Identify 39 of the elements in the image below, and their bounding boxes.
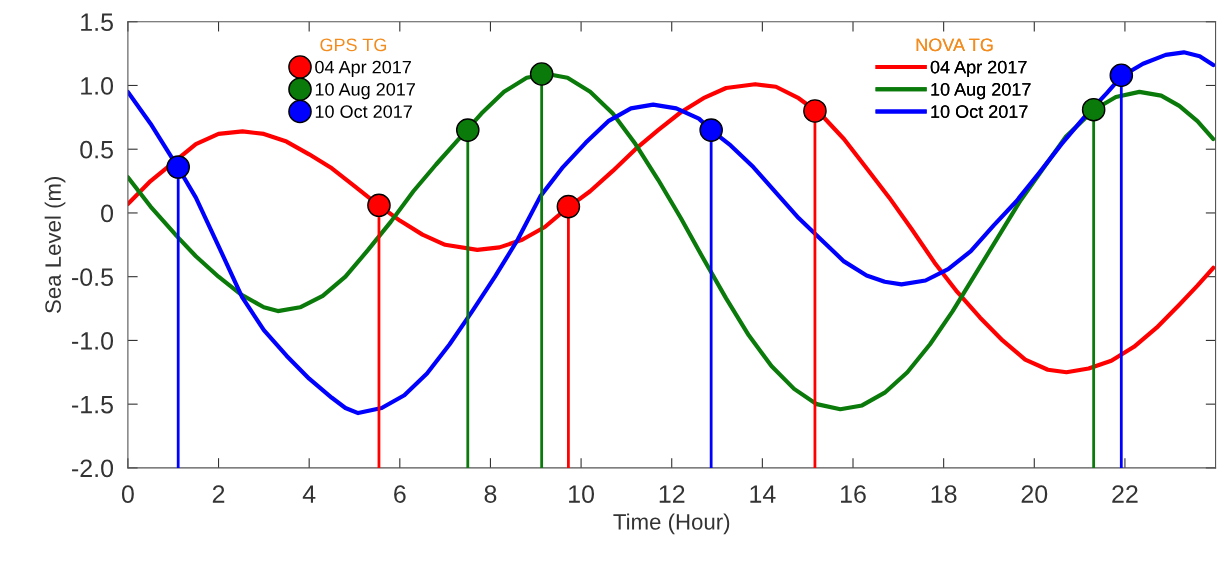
- legend-label: 10 Oct 2017: [931, 105, 1028, 118]
- annotation: GPS TG: [320, 38, 387, 52]
- x-tick-label: 20: [1021, 485, 1048, 503]
- x-tick-label: 4: [302, 485, 316, 503]
- annotation: NOVA TG: [916, 38, 993, 52]
- legend-label: 10 Aug 2017: [315, 82, 415, 100]
- point: [1081, 97, 1106, 122]
- y-tick-label: 0.5: [80, 140, 113, 159]
- legend-label: 04 Apr 2017: [930, 60, 1027, 78]
- y-tick-label: 1.5: [81, 13, 113, 32]
- y-tick-label: -2.0: [72, 459, 114, 478]
- x-tick-label: 12: [659, 485, 685, 503]
- point: [556, 194, 581, 219]
- x-tick-label: 16: [841, 485, 866, 503]
- point: [455, 118, 480, 142]
- x-tick-label: 2: [212, 485, 225, 503]
- y-axis-title: Sea Level (m): [44, 177, 66, 313]
- y-tick-label: -1.5: [72, 396, 113, 414]
- x-tick-label: 6: [394, 485, 406, 503]
- point: [529, 62, 554, 86]
- x-tick-label: 14: [750, 485, 776, 503]
- y-tick-label: 1.0: [81, 77, 114, 95]
- legend-label: 04 Apr 2017: [315, 60, 411, 78]
- y-tick-label: -1.0: [72, 332, 114, 350]
- x-tick-label: 0: [121, 485, 134, 503]
- y-tick-label: 0: [101, 204, 114, 223]
- point: [1109, 63, 1134, 88]
- x-axis-title: Time (Hour): [613, 513, 730, 535]
- x-tick-label: 10: [569, 485, 595, 503]
- legend-label: 10 Oct 2017: [315, 105, 412, 118]
- point: [166, 155, 191, 179]
- legend-label: 10 Aug 2017: [931, 82, 1031, 100]
- x-tick-label: 22: [1112, 485, 1138, 503]
- y-tick-label: -0.5: [72, 268, 113, 286]
- x-tick-label: 8: [484, 485, 497, 503]
- point: [803, 99, 827, 123]
- x-tick-label: 18: [931, 485, 957, 503]
- point: [699, 118, 723, 142]
- point: [367, 193, 391, 218]
